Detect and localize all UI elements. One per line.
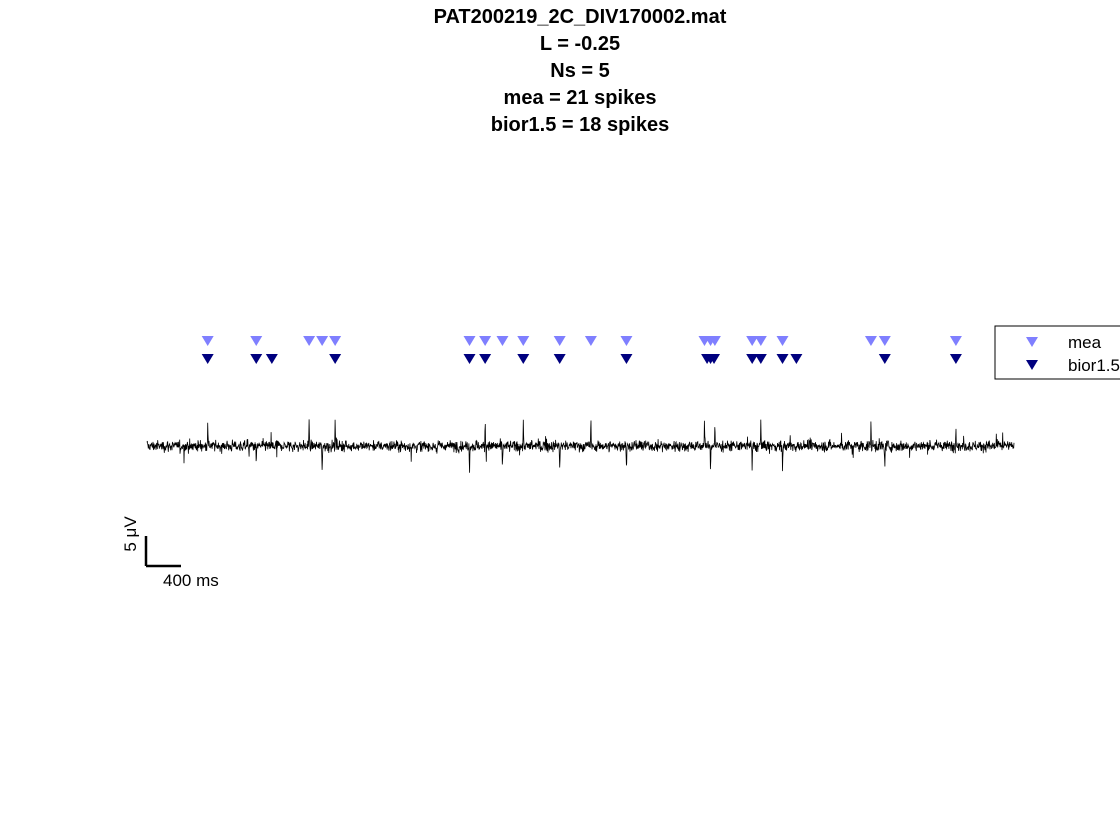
mea-marker-1 xyxy=(250,336,263,346)
marker-series-bior xyxy=(201,354,962,364)
bior-marker-8 xyxy=(620,354,633,364)
bior-marker-3 xyxy=(329,354,342,364)
mea-marker-18 xyxy=(864,336,877,346)
mea-marker-16 xyxy=(754,336,767,346)
mea-marker-5 xyxy=(463,336,476,346)
scale-bar-y-label: 5 μV xyxy=(121,516,140,552)
title-line-4: mea = 21 spikes xyxy=(504,87,657,109)
title-line-2: L = -0.25 xyxy=(540,33,620,55)
mea-marker-10 xyxy=(584,336,597,346)
bior-marker-12 xyxy=(754,354,767,364)
bior-marker-6 xyxy=(517,354,530,364)
bior-marker-0 xyxy=(201,354,214,364)
legend-label-bior: bior1.5 xyxy=(1068,356,1120,375)
bior-marker-7 xyxy=(553,354,566,364)
bior-marker-2 xyxy=(265,354,278,364)
bior-marker-1 xyxy=(250,354,263,364)
title-line-1: PAT200219_2C_DIV170002.mat xyxy=(434,6,727,28)
mea-marker-2 xyxy=(303,336,316,346)
bior-marker-4 xyxy=(463,354,476,364)
bior-marker-14 xyxy=(790,354,803,364)
mea-marker-8 xyxy=(517,336,530,346)
mea-marker-15 xyxy=(746,336,759,346)
mea-marker-14 xyxy=(708,336,721,346)
legend: mea bior1.5 xyxy=(994,325,1120,380)
mea-marker-17 xyxy=(776,336,789,346)
legend-box xyxy=(994,325,1120,380)
mea-marker-0 xyxy=(201,336,214,346)
mea-marker-11 xyxy=(620,336,633,346)
signal-trace xyxy=(146,419,1015,473)
mea-marker-9 xyxy=(553,336,566,346)
bior-marker-15 xyxy=(878,354,891,364)
legend-marker-mea xyxy=(1026,337,1038,347)
bior-marker-13 xyxy=(776,354,789,364)
legend-marker-bior xyxy=(1026,360,1038,370)
bior-marker-17 xyxy=(704,354,717,364)
legend-label-mea: mea xyxy=(1068,333,1102,352)
mea-marker-7 xyxy=(496,336,509,346)
mea-marker-20 xyxy=(949,336,962,346)
mea-marker-6 xyxy=(479,336,492,346)
marker-series-mea xyxy=(201,336,962,346)
scale-bar: 5 μV 400 ms xyxy=(121,516,219,590)
mea-marker-3 xyxy=(316,336,329,346)
mea-marker-19 xyxy=(878,336,891,346)
title-line-5: bior1.5 = 18 spikes xyxy=(491,114,669,136)
bior-marker-16 xyxy=(949,354,962,364)
mea-marker-4 xyxy=(329,336,342,346)
title-line-3: Ns = 5 xyxy=(550,60,609,82)
bior-marker-11 xyxy=(746,354,759,364)
bior-marker-5 xyxy=(479,354,492,364)
chart-title: PAT200219_2C_DIV170002.mat L = -0.25 Ns … xyxy=(434,6,727,136)
scale-bar-x-label: 400 ms xyxy=(163,571,219,590)
